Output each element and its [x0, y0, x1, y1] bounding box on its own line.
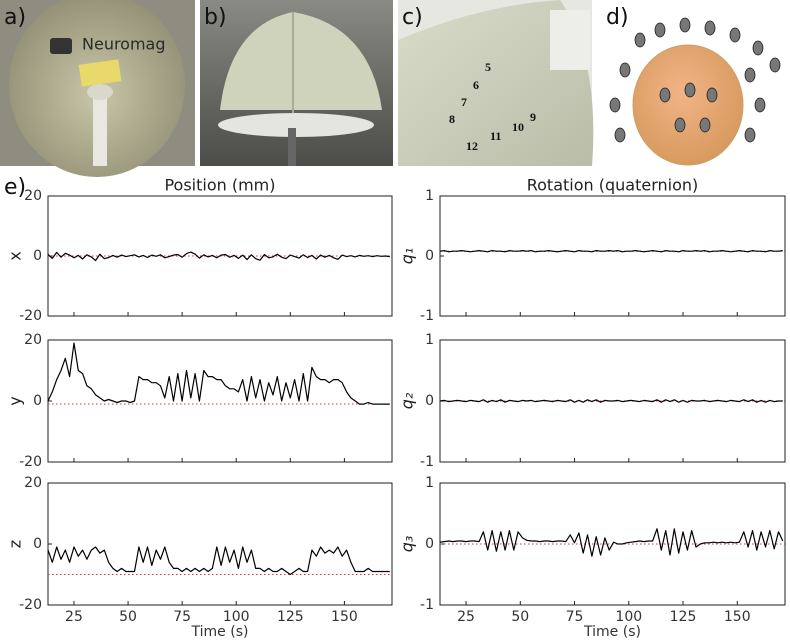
- x-tick-label: 150: [724, 609, 751, 625]
- plot-area: [47, 482, 393, 606]
- photo-b: [200, 0, 393, 166]
- coil-number: 9: [530, 110, 536, 124]
- y-tick-label: 0: [425, 536, 434, 552]
- coil-number: 8: [449, 112, 455, 126]
- coil-number: 10: [512, 120, 524, 134]
- x-tick-label: 25: [457, 609, 475, 625]
- photo-d: [609, 17, 781, 166]
- photo-a: Neuromag: [0, 0, 195, 177]
- coil-number: 7: [461, 95, 467, 109]
- x-axis-label: Time (s): [191, 624, 249, 640]
- y-tick-label: -1: [420, 597, 434, 613]
- y-axis-label: y: [6, 396, 25, 405]
- y-tick-label: -1: [420, 454, 434, 470]
- y-tick-label: 20: [24, 475, 42, 491]
- x-tick-label: 25: [65, 609, 83, 625]
- coil-number: 5: [485, 60, 491, 74]
- x-tick-label: 100: [615, 609, 642, 625]
- y-tick-label: 20: [24, 332, 42, 348]
- coil-number: 6: [473, 78, 479, 92]
- data-line: [439, 399, 783, 403]
- plot-area: [439, 195, 786, 317]
- y-tick-label: 1: [425, 332, 434, 348]
- y-tick-label: -20: [19, 597, 42, 613]
- y-tick-label: 20: [24, 188, 42, 204]
- x-tick-label: 50: [511, 609, 529, 625]
- x-tick-label: 75: [566, 609, 584, 625]
- data-line: [47, 546, 390, 576]
- y-tick-label: 0: [33, 248, 42, 264]
- panel-label: b): [204, 5, 227, 30]
- y-tick-label: 0: [33, 536, 42, 552]
- panel-label: d): [606, 5, 629, 30]
- y-tick-label: 1: [425, 475, 434, 491]
- data-line: [439, 528, 784, 557]
- y-tick-label: -20: [19, 454, 42, 470]
- panel-label: a): [4, 5, 26, 30]
- chart-title: Position (mm): [164, 176, 275, 195]
- y-tick-label: 1: [425, 188, 434, 204]
- photo-c: 5 6 7 8 9 10 11 12: [398, 0, 594, 166]
- y-axis-label: q₂: [398, 392, 417, 409]
- data-line: [47, 342, 390, 405]
- y-tick-label: 0: [425, 248, 434, 264]
- x-tick-label: 150: [331, 609, 358, 625]
- y-tick-label: 0: [425, 393, 434, 409]
- y-axis-label: z: [6, 540, 25, 548]
- x-tick-label: 125: [277, 609, 304, 625]
- x-axis-label: Time (s): [583, 624, 641, 640]
- panel-label: e): [4, 175, 26, 200]
- data-line: [47, 251, 390, 262]
- coil-number: 12: [466, 139, 478, 153]
- y-axis-label: x: [6, 251, 25, 260]
- x-tick-label: 125: [670, 609, 697, 625]
- y-tick-label: -1: [420, 308, 434, 324]
- y-tick-label: -20: [19, 308, 42, 324]
- panel-label: c): [402, 5, 423, 30]
- x-tick-label: 50: [119, 609, 137, 625]
- data-line: [439, 250, 783, 253]
- x-tick-label: 75: [173, 609, 191, 625]
- chart-title: Rotation (quaternion): [527, 176, 699, 195]
- plot-area: [47, 339, 393, 463]
- y-axis-label: q₃: [398, 536, 417, 553]
- y-axis-label: q₁: [398, 248, 417, 265]
- coil-number: 11: [490, 129, 501, 143]
- x-tick-label: 100: [223, 609, 250, 625]
- y-tick-label: 0: [33, 393, 42, 409]
- brand-text: Neuromag: [82, 35, 166, 54]
